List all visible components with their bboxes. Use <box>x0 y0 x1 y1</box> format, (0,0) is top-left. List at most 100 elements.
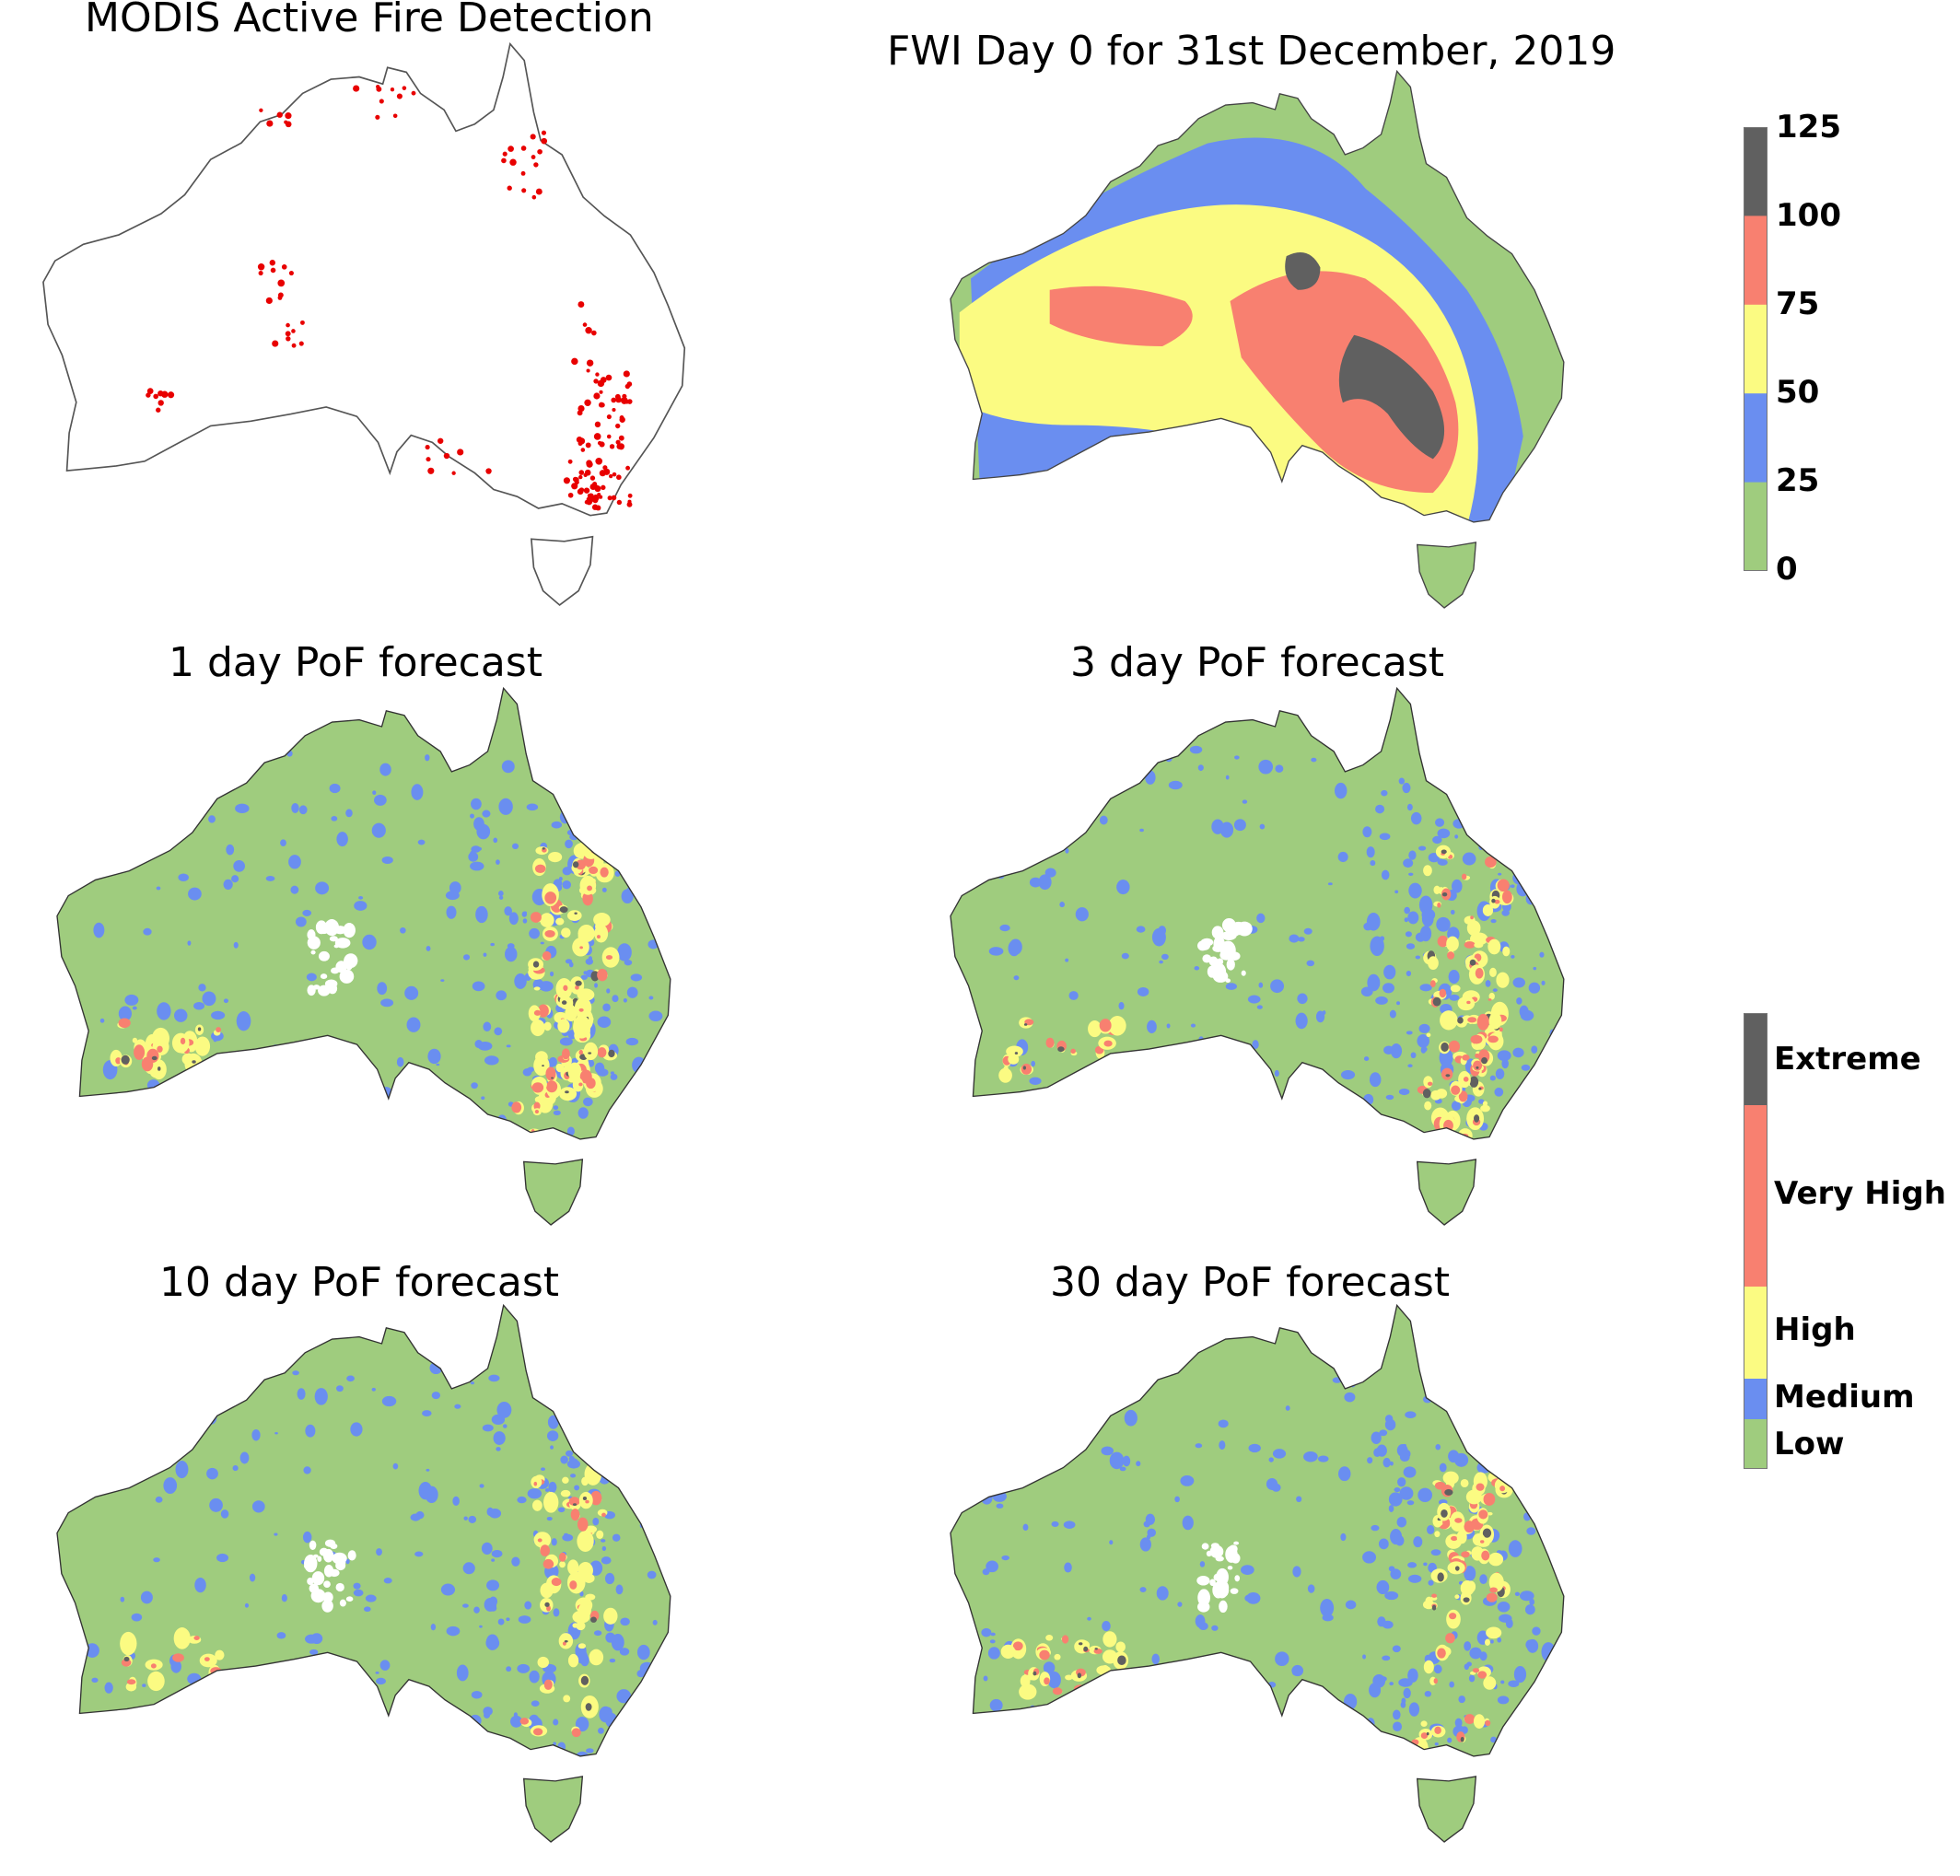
risk-medium <box>1541 1092 1554 1104</box>
risk-medium <box>1102 1620 1111 1632</box>
risk-very-high <box>563 985 568 991</box>
risk-medium <box>1384 1591 1399 1601</box>
pof-colorbar <box>1744 1013 1768 1469</box>
risk-medium <box>1064 1562 1072 1573</box>
risk-extreme <box>545 1765 552 1772</box>
risk-medium <box>226 844 235 856</box>
fire-point <box>535 188 542 195</box>
no-data <box>1226 959 1235 971</box>
risk-high <box>585 1525 598 1533</box>
risk-extreme <box>565 1090 569 1094</box>
no-data <box>332 1552 347 1565</box>
risk-medium <box>372 790 377 796</box>
risk-medium <box>1334 782 1348 799</box>
risk-medium <box>142 1684 146 1687</box>
risk-medium <box>141 775 157 787</box>
risk-medium <box>156 886 161 891</box>
risk-high <box>552 1765 565 1778</box>
risk-medium <box>1156 1586 1169 1601</box>
risk-medium <box>610 1444 621 1451</box>
no-data <box>347 1550 356 1561</box>
risk-medium <box>1151 1653 1161 1665</box>
risk-medium <box>505 946 518 962</box>
risk-very-high <box>578 1008 584 1012</box>
risk-extreme <box>1491 898 1496 903</box>
risk-medium <box>647 1570 657 1579</box>
risk-very-high <box>193 1636 200 1640</box>
risk-extreme <box>1429 1147 1437 1152</box>
risk-medium <box>181 1722 188 1731</box>
risk-medium <box>1398 1678 1413 1687</box>
risk-medium <box>1439 1462 1447 1473</box>
risk-extreme <box>1079 1642 1083 1646</box>
no-data <box>1202 954 1212 963</box>
risk-medium <box>613 806 629 815</box>
risk-medium <box>239 1451 250 1464</box>
fire-point <box>281 264 287 270</box>
risk-high <box>510 1131 519 1139</box>
pof-label-extreme: Extreme <box>1774 1041 1921 1078</box>
risk-medium <box>236 1011 251 1031</box>
risk-medium <box>1486 1425 1498 1436</box>
fire-point <box>607 495 612 501</box>
risk-extreme <box>608 1049 615 1058</box>
risk-medium <box>517 1663 531 1673</box>
risk-medium <box>1407 911 1419 925</box>
risk-medium <box>297 1388 306 1400</box>
risk-medium <box>470 850 476 858</box>
risk-medium <box>553 1608 560 1617</box>
risk-medium <box>1487 1426 1499 1442</box>
no-data <box>333 944 339 949</box>
risk-medium <box>157 1002 171 1020</box>
fire-point <box>156 407 161 413</box>
fire-point <box>585 327 592 334</box>
risk-extreme <box>559 906 568 914</box>
risk-medium <box>158 1721 166 1730</box>
risk-medium <box>1406 1031 1413 1035</box>
fwi-tick: 75 <box>1776 285 1820 322</box>
risk-medium <box>1437 828 1451 839</box>
risk-very-high <box>579 1069 592 1084</box>
risk-medium <box>1449 994 1460 1001</box>
risk-high <box>574 997 592 1019</box>
risk-medium <box>1248 1443 1261 1453</box>
risk-high <box>998 1067 1012 1083</box>
risk-high <box>573 1018 579 1024</box>
fire-point <box>595 457 603 465</box>
risk-high <box>567 1559 579 1576</box>
risk-extreme <box>1422 1089 1431 1099</box>
risk-medium <box>553 1105 559 1111</box>
risk-medium <box>1018 777 1031 793</box>
risk-very-high <box>1402 1761 1415 1772</box>
risk-very-high <box>575 985 579 990</box>
risk-medium <box>1301 1086 1309 1091</box>
risk-high <box>589 1649 604 1666</box>
risk-medium <box>601 1539 606 1543</box>
risk-medium <box>1539 951 1545 958</box>
risk-medium <box>562 880 571 890</box>
fire-point <box>520 146 527 151</box>
risk-medium <box>1435 752 1450 769</box>
risk-medium <box>1521 1064 1531 1071</box>
risk-medium <box>982 1568 990 1576</box>
risk-medium <box>1393 1721 1403 1732</box>
risk-medium <box>1198 1622 1208 1630</box>
risk-medium <box>485 1634 499 1650</box>
fire-point <box>606 434 612 439</box>
no-data <box>318 985 331 996</box>
risk-medium <box>1194 1074 1208 1089</box>
risk-medium <box>587 1059 595 1067</box>
risk-medium <box>1242 799 1248 804</box>
fire-point <box>443 452 450 460</box>
risk-medium <box>1258 982 1264 988</box>
risk-medium <box>436 1063 440 1066</box>
risk-medium <box>559 1037 573 1046</box>
risk-high <box>1378 1752 1395 1767</box>
risk-extreme <box>1083 1646 1089 1652</box>
risk-high <box>1423 1660 1434 1674</box>
fire-point <box>146 388 154 394</box>
risk-high <box>1442 1471 1459 1485</box>
risk-medium <box>1065 847 1069 854</box>
risk-high <box>1065 1674 1073 1681</box>
risk-medium <box>1307 1584 1315 1593</box>
